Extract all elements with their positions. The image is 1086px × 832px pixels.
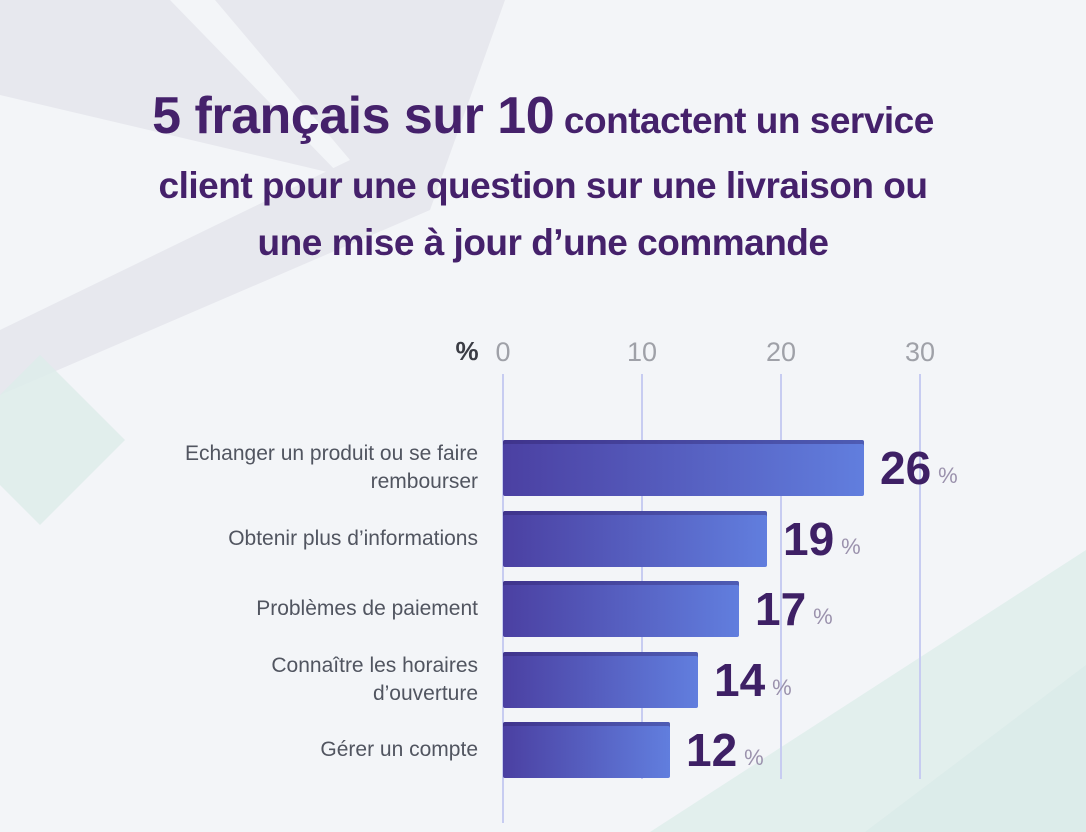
gridline (641, 374, 643, 779)
title-emphasis: 5 français sur 10 (152, 87, 555, 145)
page-title: 5 français sur 10 contactent un service … (40, 88, 1046, 271)
bar-value-number: 14 (714, 654, 766, 706)
bar-value: 19% (783, 513, 861, 565)
teal-corner-inner-shape (865, 665, 1086, 832)
title-rest: contactent un service (554, 100, 934, 141)
chevron-wedge-shape (0, 0, 340, 175)
bar-value-percent: % (841, 534, 861, 559)
bar-row: 14% (503, 652, 792, 708)
bar-value-number: 17 (755, 583, 807, 635)
bar-category-label-line: Obtenir plus d’informations (228, 527, 478, 550)
bar-value: 17% (755, 583, 833, 635)
bar-value-percent: % (744, 745, 764, 770)
bar-category-label: Echanger un produit ou se faire rembourse… (60, 440, 478, 496)
bar-category-label-line: Gérer un compte (320, 738, 478, 761)
axis-unit-label: % (455, 336, 479, 366)
bar-value: 26% (880, 442, 958, 494)
gridline (780, 374, 782, 779)
bar-row: 12% (503, 722, 764, 778)
bar-value-number: 19 (783, 513, 835, 565)
bar-value-number: 12 (686, 724, 738, 776)
bar-value-percent: % (938, 463, 958, 488)
bar-value-number: 26 (880, 442, 932, 494)
bar-category-label-line: rembourser (370, 470, 478, 493)
title-line-3: une mise à jour d’une commande (257, 222, 829, 263)
bar-row: 19% (503, 511, 861, 567)
bar-category-label-line: Connaître les horaires (271, 654, 478, 677)
bar-value: 14% (714, 654, 792, 706)
bar-row: 17% (503, 581, 833, 637)
bar-category-label-line: Problèmes de paiement (256, 597, 478, 620)
axis-tick: 0 (495, 337, 511, 367)
bar (503, 511, 767, 567)
title-line-2: client pour une question sur une livrais… (158, 165, 928, 206)
bar-value: 12% (686, 724, 764, 776)
bar-category-label: Gérer un compte (60, 722, 478, 778)
bar-row: 26% (503, 440, 958, 496)
axis-tick: 10 (626, 337, 658, 367)
title-line-1: 5 français sur 10 contactent un service (40, 88, 1046, 157)
bar-value-percent: % (813, 604, 833, 629)
bar-category-label: Problèmes de paiement (60, 581, 478, 637)
bar-category-label-line: d’ouverture (372, 682, 478, 705)
bar-category-label-line: Echanger un produit ou se faire (184, 442, 478, 465)
gridline (919, 374, 921, 779)
bar (503, 722, 670, 778)
bar (503, 440, 864, 496)
chevron-band-shape (0, 0, 505, 395)
axis-tick: 30 (904, 337, 936, 367)
bar-category-label: Connaître les horaires d’ouverture (60, 652, 478, 708)
bar-category-label: Obtenir plus d’informations (60, 511, 478, 567)
bar (503, 581, 739, 637)
teal-diamond-shape (0, 355, 125, 525)
bar (503, 652, 698, 708)
axis-tick: 20 (765, 337, 797, 367)
bar-value-percent: % (772, 675, 792, 700)
